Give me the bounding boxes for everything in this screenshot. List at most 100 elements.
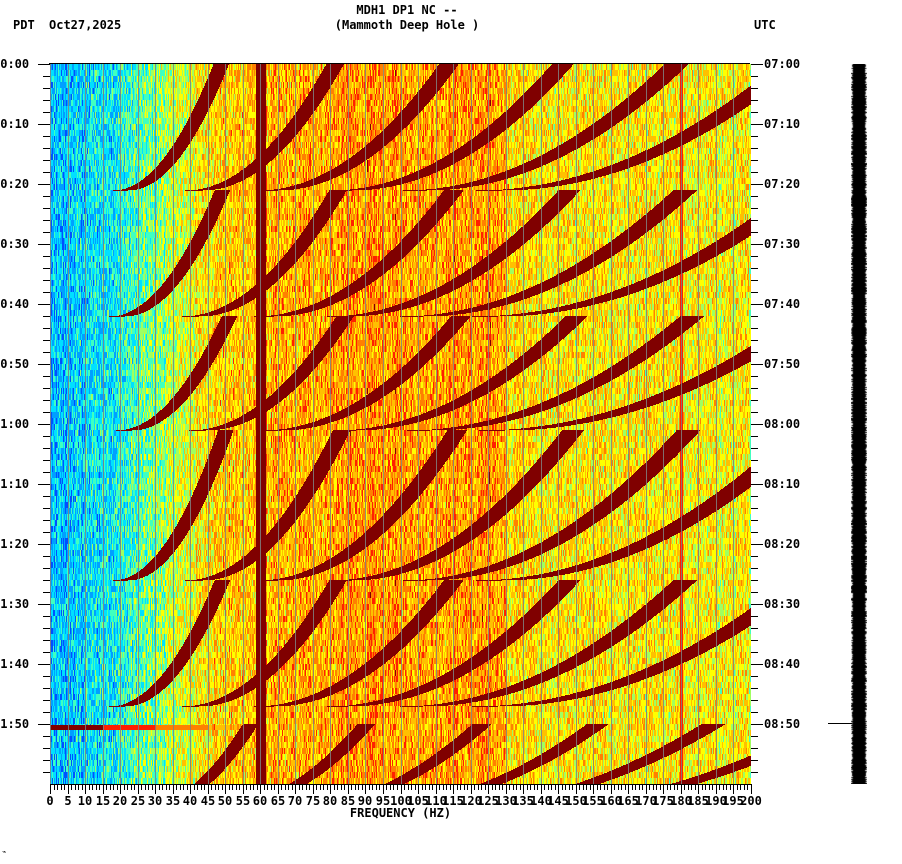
x-tick	[670, 784, 671, 790]
y-label-right: 07:30	[764, 237, 801, 251]
y-tick-left	[43, 448, 50, 449]
x-tick	[691, 784, 692, 790]
y-label-right: 08:10	[764, 477, 801, 491]
y-label-left: 01:50	[0, 717, 30, 731]
x-tick	[450, 784, 451, 790]
x-tick	[211, 784, 212, 790]
x-tick	[569, 784, 570, 790]
x-tick	[555, 784, 556, 790]
x-tick	[243, 784, 244, 794]
x-tick	[64, 784, 65, 790]
y-tick-left	[43, 652, 50, 653]
x-tick	[639, 784, 640, 790]
x-tick	[719, 784, 720, 790]
x-tick	[176, 784, 177, 790]
x-tick	[274, 784, 275, 790]
y-tick-right	[751, 616, 758, 617]
x-label: 125	[477, 794, 499, 808]
x-tick	[597, 784, 598, 790]
y-tick-right	[751, 352, 758, 353]
station-title: MDH1 DP1 NC --	[356, 3, 458, 17]
y-tick-left	[43, 568, 50, 569]
x-tick	[544, 784, 545, 790]
y-tick-right	[751, 472, 758, 473]
y-tick-left	[43, 136, 50, 137]
x-tick	[351, 784, 352, 790]
y-label-left: 01:10	[0, 477, 30, 491]
x-tick	[523, 784, 524, 794]
left-timezone-label: PDT	[13, 18, 35, 32]
x-tick	[316, 784, 317, 790]
x-label: 175	[652, 794, 674, 808]
y-label-left: 01:30	[0, 597, 30, 611]
x-tick	[534, 784, 535, 790]
x-tick	[201, 784, 202, 790]
x-tick	[369, 784, 370, 790]
x-tick	[285, 784, 286, 790]
y-tick-left	[43, 292, 50, 293]
x-tick	[215, 784, 216, 790]
x-tick	[723, 784, 724, 790]
x-tick	[166, 784, 167, 790]
x-tick	[733, 784, 734, 794]
y-tick-left	[38, 64, 50, 65]
y-label-left: 00:50	[0, 357, 30, 371]
y-tick-right	[751, 436, 758, 437]
y-tick-right	[751, 112, 758, 113]
x-tick	[579, 784, 580, 790]
y-label-right: 07:10	[764, 117, 801, 131]
y-tick-left	[38, 424, 50, 425]
x-label: 5	[64, 794, 72, 808]
x-label: 145	[547, 794, 569, 808]
x-tick	[737, 784, 738, 790]
x-tick	[443, 784, 444, 790]
y-tick-right	[751, 736, 758, 737]
x-tick	[306, 784, 307, 790]
x-label: 180	[670, 794, 692, 808]
x-tick	[288, 784, 289, 790]
y-label-left: 01:40	[0, 657, 30, 671]
y-tick-left	[43, 592, 50, 593]
x-label: 195	[722, 794, 744, 808]
y-tick-right	[751, 268, 758, 269]
y-tick-right	[751, 580, 758, 581]
y-tick-left	[43, 100, 50, 101]
x-label: 15	[95, 794, 111, 808]
x-tick	[372, 784, 373, 790]
x-tick	[75, 784, 76, 790]
y-tick-left	[43, 616, 50, 617]
x-tick	[162, 784, 163, 790]
x-tick	[225, 784, 226, 794]
y-tick-right	[751, 292, 758, 293]
x-tick	[628, 784, 629, 794]
x-tick	[600, 784, 601, 790]
y-tick-right	[751, 256, 758, 257]
y-tick-left	[43, 772, 50, 773]
x-label: 70	[287, 794, 303, 808]
x-tick	[155, 784, 156, 794]
x-tick	[684, 784, 685, 790]
x-tick	[716, 784, 717, 794]
x-label: 90	[357, 794, 373, 808]
x-tick	[432, 784, 433, 790]
x-tick	[705, 784, 706, 790]
y-tick-right	[751, 76, 758, 77]
x-label: 165	[617, 794, 639, 808]
x-tick	[393, 784, 394, 790]
spectrogram-plot	[50, 64, 751, 784]
y-tick-right	[751, 640, 758, 641]
y-tick-left	[43, 268, 50, 269]
x-tick	[292, 784, 293, 790]
x-tick	[411, 784, 412, 790]
x-tick	[425, 784, 426, 790]
y-tick-right	[751, 160, 758, 161]
x-tick	[323, 784, 324, 790]
y-tick-right	[751, 664, 763, 665]
x-tick	[646, 784, 647, 794]
site-title: (Mammoth Deep Hole )	[334, 18, 480, 32]
x-tick	[502, 784, 503, 790]
x-tick	[614, 784, 615, 790]
x-tick	[562, 784, 563, 790]
x-tick	[397, 784, 398, 790]
y-tick-left	[43, 148, 50, 149]
